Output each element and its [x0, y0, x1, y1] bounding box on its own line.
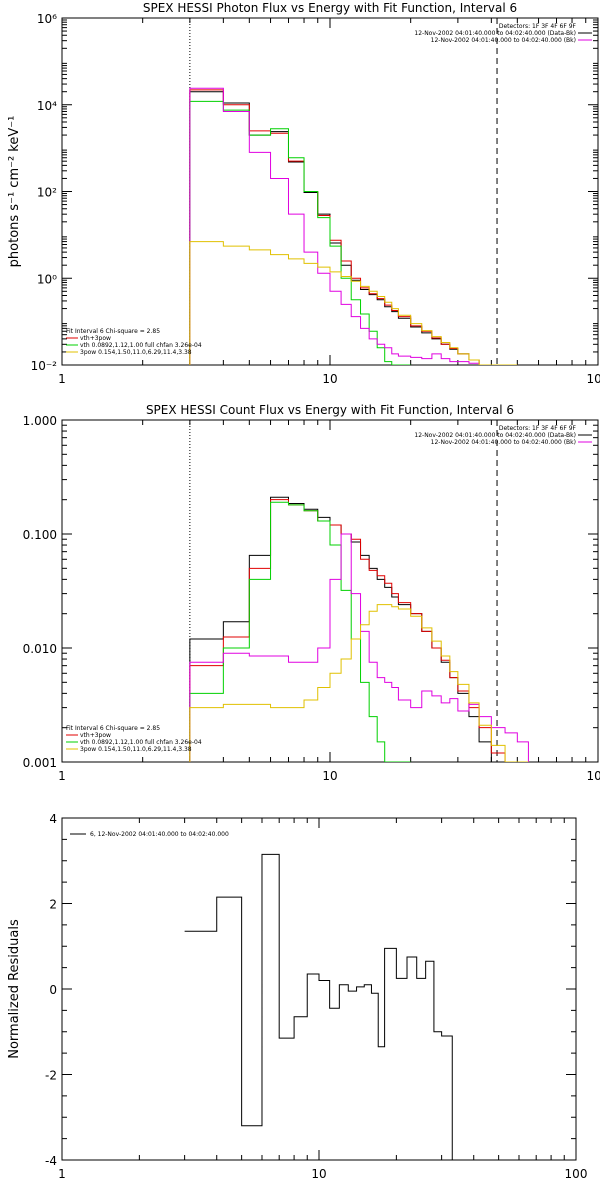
y-tick-label: 0.010: [23, 642, 57, 656]
series-group: [189, 496, 529, 762]
legend-entry: Detectors: 1F 3F 4F 6F 9F: [499, 425, 577, 432]
x-tick-label: 1: [58, 1167, 66, 1181]
x-tick-label: 100: [565, 1167, 588, 1181]
chart-panel-2: SPEX HESSI Count Flux vs Energy with Fit…: [23, 403, 600, 783]
y-axis-label: photons s⁻¹ cm⁻² keV⁻¹: [7, 116, 22, 268]
chart-panel-3: Normalized Residuals 1 10 100 -4 -2 0 2 4 6, 12-N…: [7, 812, 587, 1181]
series-group: [189, 87, 518, 365]
chart-title: SPEX HESSI Count Flux vs Energy with Fit…: [146, 403, 514, 417]
legend-entry: vth 0.0892,1.12,1.00 full chfan 3.26e-04: [80, 739, 202, 746]
series-line-1: [184, 853, 474, 1160]
x-tick-label: 1: [58, 372, 66, 386]
series-line-3: [189, 100, 411, 365]
x-tick-label: 10: [311, 1167, 326, 1181]
legend-entry: 12-Nov-2002 04:01:40.000 to 04:02:40.000…: [414, 432, 576, 439]
y-tick-label: 2: [49, 898, 57, 912]
series-line-5: [189, 604, 529, 762]
series-group: [184, 853, 474, 1160]
y-tick-label: 10⁶: [37, 12, 57, 26]
x-tick-label: 10: [322, 769, 337, 783]
legend-entry: 12-Nov-2002 04:01:40.000 to 04:02:40.000…: [414, 30, 576, 37]
series-line-5: [189, 241, 518, 365]
legend-entry: Fit Interval 6 Chi-square = 2.85: [66, 725, 160, 732]
legend-entry: vth+3pow: [80, 335, 111, 342]
legend-entry: 12-Nov-2002 04:01:40.000 to 04:02:40.000…: [431, 37, 576, 44]
legend-entry: 12-Nov-2002 04:01:40.000 to 04:02:40.000…: [431, 439, 576, 446]
legend-entry: 6, 12-Nov-2002 04:01:40.000 to 04:02:40.…: [90, 831, 229, 838]
y-tick-label: 10⁰: [37, 272, 57, 286]
legend-entry: 3pow 0.154,1.50,11.0,6.29,11.4,3.38: [80, 746, 192, 753]
x-tick-label: 1: [58, 769, 66, 783]
y-tick-label: -2: [45, 1069, 57, 1083]
y-tick-label: 10⁴: [37, 99, 57, 113]
y-tick-label: -4: [45, 1154, 57, 1168]
x-tick-label: 100: [587, 372, 600, 386]
legend-entry: Fit Interval 6 Chi-square = 2.85: [66, 328, 160, 335]
y-tick-label: 0.100: [23, 528, 57, 542]
legend-entry: vth 0.0892,1.12,1.00 full chfan 3.26e-04: [80, 342, 202, 349]
chart-panel-1: SPEX HESSI Photon Flux vs Energy with Fi…: [7, 1, 600, 386]
y-tick-label: 1.000: [23, 414, 57, 428]
legend-entry: vth+3pow: [80, 732, 111, 739]
series-line-3: [189, 501, 411, 762]
y-tick-label: 10²: [37, 186, 57, 200]
legend-entry: 3pow 0.154,1.50,11.0,6.29,11.4,3.38: [80, 349, 192, 356]
y-tick-label: 4: [49, 812, 57, 826]
y-tick-label: 10⁻²: [31, 359, 58, 373]
y-axis-label: Normalized Residuals: [7, 919, 22, 1059]
x-tick-label: 10: [322, 372, 337, 386]
y-tick-label: 0.001: [23, 756, 57, 770]
y-tick-label: 0: [49, 983, 57, 997]
chart-title: SPEX HESSI Photon Flux vs Energy with Fi…: [143, 1, 517, 15]
x-tick-label: 100: [587, 769, 600, 783]
series-line-4: [189, 87, 506, 365]
legend-entry: Detectors: 1F 3F 4F 6F 9F: [499, 23, 577, 30]
